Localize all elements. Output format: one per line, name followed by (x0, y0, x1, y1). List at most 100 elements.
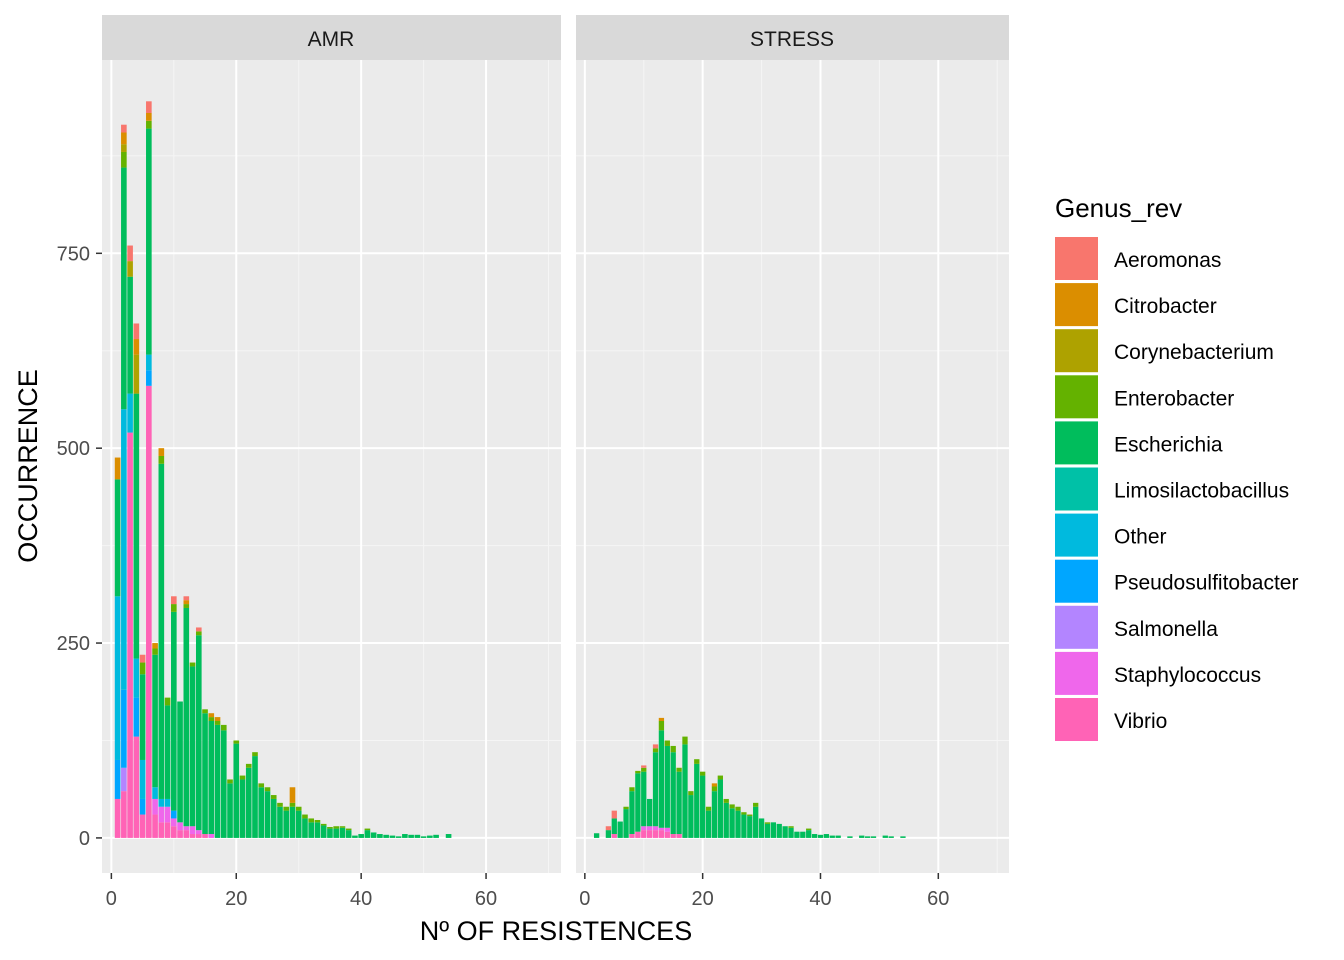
y-tick-label: 250 (57, 633, 90, 655)
bar-segment-other (146, 354, 152, 371)
bar-segment-escherichia (888, 836, 894, 838)
bar-segment-escherichia (688, 795, 694, 838)
bar-segment-enterobacter (227, 779, 233, 784)
bar-segment-escherichia (333, 828, 339, 838)
bar-segment-enterobacter (717, 775, 723, 780)
bar-segment-staphylococcus (152, 798, 158, 815)
bar-segment-escherichia (345, 830, 352, 838)
bar-segment-vibrio (641, 830, 647, 838)
bar-segment-enterobacter (220, 724, 227, 731)
bar-segment-citrobacter (152, 643, 158, 649)
bar-segment-escherichia (811, 834, 818, 838)
x-tick-label: 0 (106, 888, 117, 910)
y-tick-label: 0 (79, 828, 90, 850)
bar-segment-citrobacter (121, 132, 127, 145)
bar-segment-escherichia (700, 775, 706, 838)
bar-segment-escherichia (277, 806, 283, 838)
bar-segment-escherichia (847, 836, 853, 838)
bar-segment-vibrio (611, 834, 617, 838)
bar-segment-vibrio (177, 830, 183, 838)
bar-segment-enterobacter (139, 662, 146, 675)
bar-segment-enterobacter (694, 759, 700, 764)
bar-segment-enterobacter (623, 806, 629, 810)
bar-segment-escherichia (220, 730, 227, 838)
bar-segment-other (152, 787, 158, 799)
bar-segment-vibrio (629, 834, 635, 838)
bar-segment-escherichia (864, 836, 871, 838)
bar-segment-vibrio (652, 830, 659, 838)
bar-segment-escherichia (670, 752, 676, 835)
bar-segment-escherichia (202, 713, 208, 835)
bar-segment-escherichia (339, 827, 346, 838)
legend-label-other: Other (1114, 526, 1167, 549)
legend-swatch-limosilactobacillus (1055, 467, 1098, 511)
bar-segment-escherichia (770, 822, 776, 838)
bar-segment-escherichia (402, 834, 408, 838)
bar-segment-escherichia (900, 836, 906, 838)
bar-segment-enterobacter (670, 745, 676, 753)
bar-segment-enterobacter (189, 662, 196, 667)
strip-amr (102, 15, 561, 60)
y-tick-label: 500 (57, 438, 90, 460)
bar-segment-staphylococcus (641, 826, 647, 831)
bar-segment-aeromonas (121, 124, 127, 133)
bar-segment-other (158, 798, 165, 807)
bar-segment-enterobacter (641, 767, 647, 772)
bar-segment-staphylococcus (646, 826, 653, 831)
bar-segment-escherichia (870, 836, 877, 838)
bar-segment-escherichia (800, 831, 806, 838)
bar-segment-escherichia (835, 835, 841, 838)
bar-segment-escherichia (711, 791, 718, 838)
x-tick-label: 20 (692, 888, 714, 910)
bar-segment-citrobacter (658, 717, 665, 721)
bar-segment-enterobacter (711, 786, 718, 792)
bar-segment-enterobacter (664, 740, 670, 746)
bar-segment-escherichia (233, 743, 240, 838)
bar-segment-vibrio (114, 798, 121, 838)
bar-segment-escherichia (414, 834, 421, 838)
bar-segment-enterobacter (289, 802, 296, 807)
bar-segment-enterobacter (741, 812, 747, 815)
bar-segment-enterobacter (146, 120, 152, 129)
bar-segment-other (164, 798, 171, 807)
bar-segment-escherichia (782, 826, 788, 838)
bar-segment-escherichia (195, 635, 202, 831)
bar-segment-enterobacter (747, 814, 753, 817)
legend-swatch-pseudosulfitobacter (1055, 559, 1098, 603)
bar-segment-enterobacter (700, 771, 706, 776)
bar-segment-vibrio (195, 834, 202, 838)
bar-segment-vibrio (158, 822, 165, 838)
bar-segment-salmonella (121, 767, 127, 792)
bar-segment-staphylococcus (183, 826, 190, 831)
bar-segment-escherichia (171, 611, 177, 811)
bar-segment-escherichia (227, 783, 233, 838)
x-axis-title: Nº OF RESISTENCES (420, 916, 692, 946)
bar-segment-escherichia (776, 823, 782, 838)
bar-segment-enterobacter (245, 763, 252, 768)
bar-segment-escherichia (629, 791, 635, 835)
bar-segment-enterobacter (270, 795, 277, 799)
bar-segment-escherichia (758, 818, 765, 838)
bar-segment-vibrio (670, 834, 676, 838)
bar-segments (114, 101, 906, 838)
legend-swatch-other (1055, 513, 1098, 557)
bar-segment-vibrio (152, 814, 158, 838)
bar-segment-enterobacter (295, 806, 302, 811)
bar-segment-staphylococcus (158, 806, 165, 823)
bar-segment-citrobacter (158, 448, 165, 456)
bar-segment-escherichia (829, 835, 835, 838)
strip-stress (576, 15, 1009, 60)
bar-segment-enterobacter (164, 697, 171, 706)
bar-segment-escherichia (817, 834, 824, 838)
bar-segment-enterobacter (652, 748, 659, 753)
bar-segment-escherichia (308, 822, 315, 838)
bar-segment-vibrio (189, 834, 196, 838)
bar-segment-enterobacter (308, 818, 315, 823)
bar-segment-enterobacter (753, 802, 759, 807)
bar-segment-escherichia (729, 808, 735, 838)
legend-label-enterobacter: Enterobacter (1114, 387, 1234, 410)
legend-swatch-escherichia (1055, 421, 1098, 465)
bar-segment-escherichia (694, 763, 700, 838)
bar-segment-enterobacter (183, 604, 190, 608)
